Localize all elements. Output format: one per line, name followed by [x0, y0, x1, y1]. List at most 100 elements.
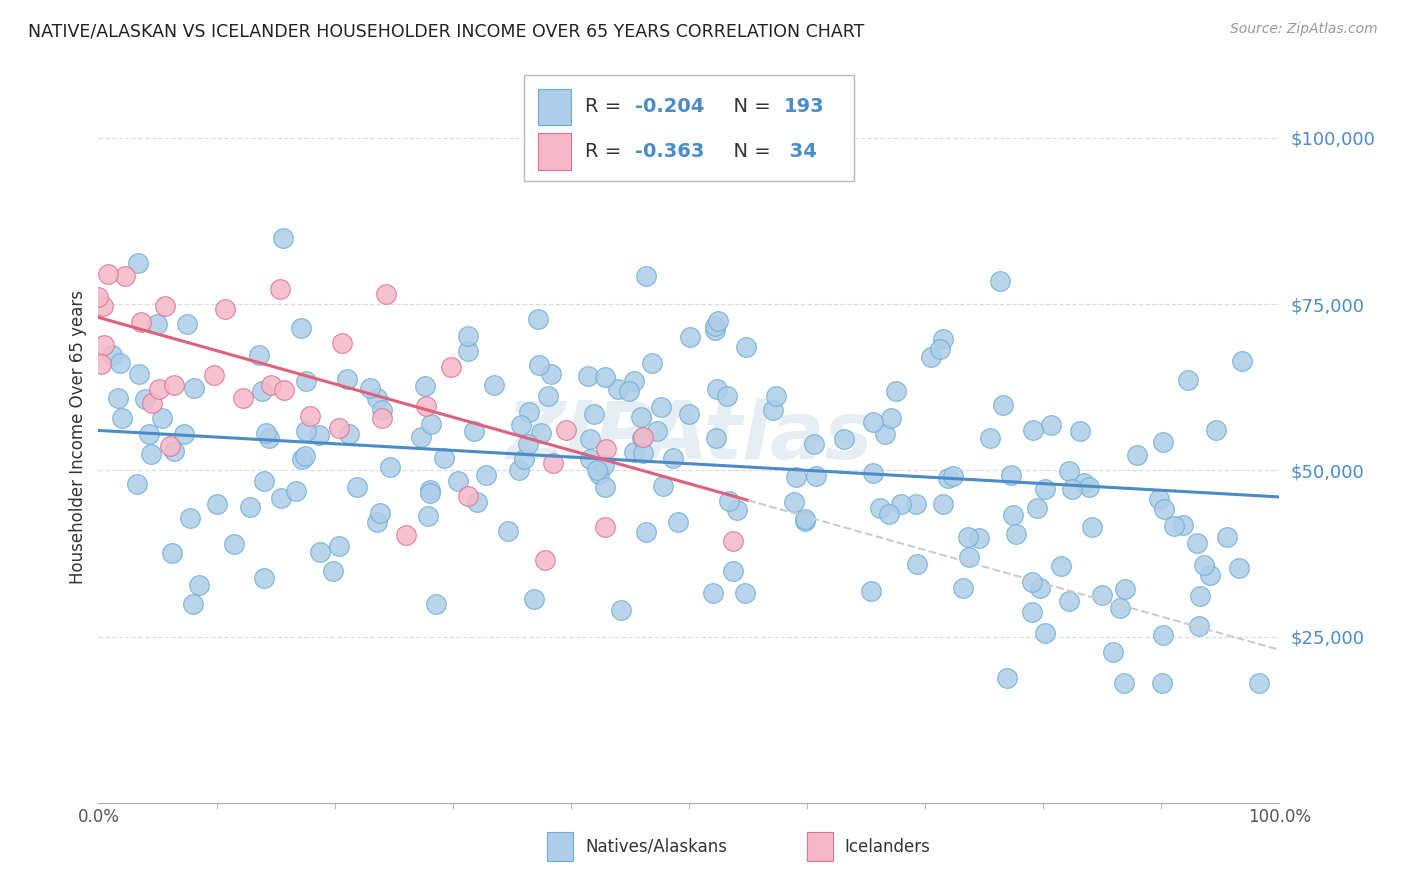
Point — [409, 430, 432, 444]
Point — [134, 392, 156, 406]
Point — [127, 255, 149, 269]
Point — [540, 367, 562, 381]
Point — [630, 431, 652, 445]
Point — [368, 506, 391, 520]
Point — [328, 539, 350, 553]
Point — [308, 428, 330, 442]
Point — [995, 671, 1018, 685]
Point — [988, 274, 1011, 288]
Point — [633, 430, 655, 444]
Point — [114, 268, 136, 283]
Point — [159, 440, 181, 454]
Point — [425, 598, 447, 612]
Point — [1171, 518, 1194, 533]
Point — [508, 463, 530, 477]
Point — [474, 468, 496, 483]
Point — [725, 502, 748, 516]
Point — [160, 546, 183, 560]
Text: NATIVE/ALASKAN VS ICELANDER HOUSEHOLDER INCOME OVER 65 YEARS CORRELATION CHART: NATIVE/ALASKAN VS ICELANDER HOUSEHOLDER … — [28, 22, 865, 40]
Point — [541, 456, 564, 470]
Point — [270, 491, 292, 505]
Point — [416, 509, 439, 524]
Point — [153, 299, 176, 313]
Point — [1199, 568, 1222, 582]
Point — [1069, 424, 1091, 438]
Point — [463, 424, 485, 438]
Point — [295, 424, 318, 438]
Point — [205, 497, 228, 511]
Point — [904, 498, 927, 512]
FancyBboxPatch shape — [807, 832, 832, 862]
Point — [734, 586, 756, 600]
Point — [309, 545, 332, 559]
Point — [1101, 645, 1123, 659]
Point — [1033, 482, 1056, 496]
Point — [181, 597, 204, 611]
Point — [527, 312, 550, 326]
Point — [111, 411, 134, 425]
Point — [555, 423, 578, 437]
Point — [128, 368, 150, 382]
Point — [183, 380, 205, 394]
Point — [419, 485, 441, 500]
Point — [718, 493, 741, 508]
Point — [723, 564, 745, 578]
Point — [284, 483, 307, 498]
Point — [141, 396, 163, 410]
Point — [1192, 558, 1215, 572]
Point — [222, 537, 245, 551]
Point — [1033, 625, 1056, 640]
Point — [645, 424, 668, 438]
Point — [395, 528, 418, 542]
Point — [630, 410, 652, 425]
Point — [146, 318, 169, 332]
Point — [640, 356, 662, 370]
Point — [1021, 574, 1043, 589]
Point — [1189, 589, 1212, 603]
Point — [260, 377, 283, 392]
Point — [1185, 535, 1208, 549]
Point — [273, 383, 295, 397]
Point — [534, 552, 557, 566]
Point — [967, 531, 990, 545]
Point — [579, 452, 602, 467]
Point — [247, 348, 270, 362]
Point — [706, 382, 728, 396]
Text: Natives/Alaskans: Natives/Alaskans — [585, 838, 727, 855]
Point — [457, 344, 479, 359]
Point — [252, 475, 274, 489]
Point — [1216, 530, 1239, 544]
Point — [617, 384, 640, 398]
Point — [254, 426, 277, 441]
Point — [295, 375, 318, 389]
Point — [440, 359, 463, 374]
Point — [920, 351, 942, 365]
Point — [1188, 619, 1211, 633]
Point — [932, 332, 955, 346]
Point — [97, 268, 120, 282]
Point — [633, 446, 655, 460]
Point — [716, 389, 738, 403]
Point — [1040, 418, 1063, 433]
Point — [294, 450, 316, 464]
Point — [1152, 676, 1174, 690]
Point — [623, 374, 645, 388]
Text: -0.363: -0.363 — [634, 142, 704, 161]
Point — [176, 317, 198, 331]
Point — [703, 318, 725, 333]
Text: R =: R = — [585, 142, 627, 161]
Point — [595, 442, 617, 456]
Point — [366, 516, 388, 530]
Point — [905, 557, 928, 571]
Point — [651, 479, 673, 493]
Point — [375, 286, 398, 301]
Point — [957, 550, 980, 565]
Point — [956, 530, 979, 544]
Point — [804, 468, 827, 483]
Point — [678, 407, 700, 421]
Point — [415, 399, 437, 413]
Point — [979, 431, 1001, 445]
Point — [173, 426, 195, 441]
Point — [583, 408, 606, 422]
Point — [1073, 475, 1095, 490]
